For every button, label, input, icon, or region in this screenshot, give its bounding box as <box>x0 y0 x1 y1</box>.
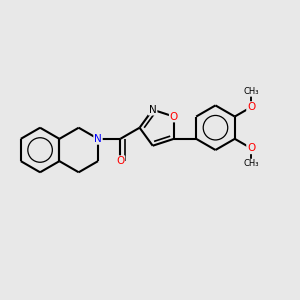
Text: N: N <box>149 105 157 115</box>
Text: O: O <box>116 156 124 166</box>
Text: CH₃: CH₃ <box>243 87 259 96</box>
Text: O: O <box>170 112 178 122</box>
Text: O: O <box>247 143 255 153</box>
Text: O: O <box>247 102 255 112</box>
Text: CH₃: CH₃ <box>243 159 259 168</box>
Text: N: N <box>94 134 102 144</box>
